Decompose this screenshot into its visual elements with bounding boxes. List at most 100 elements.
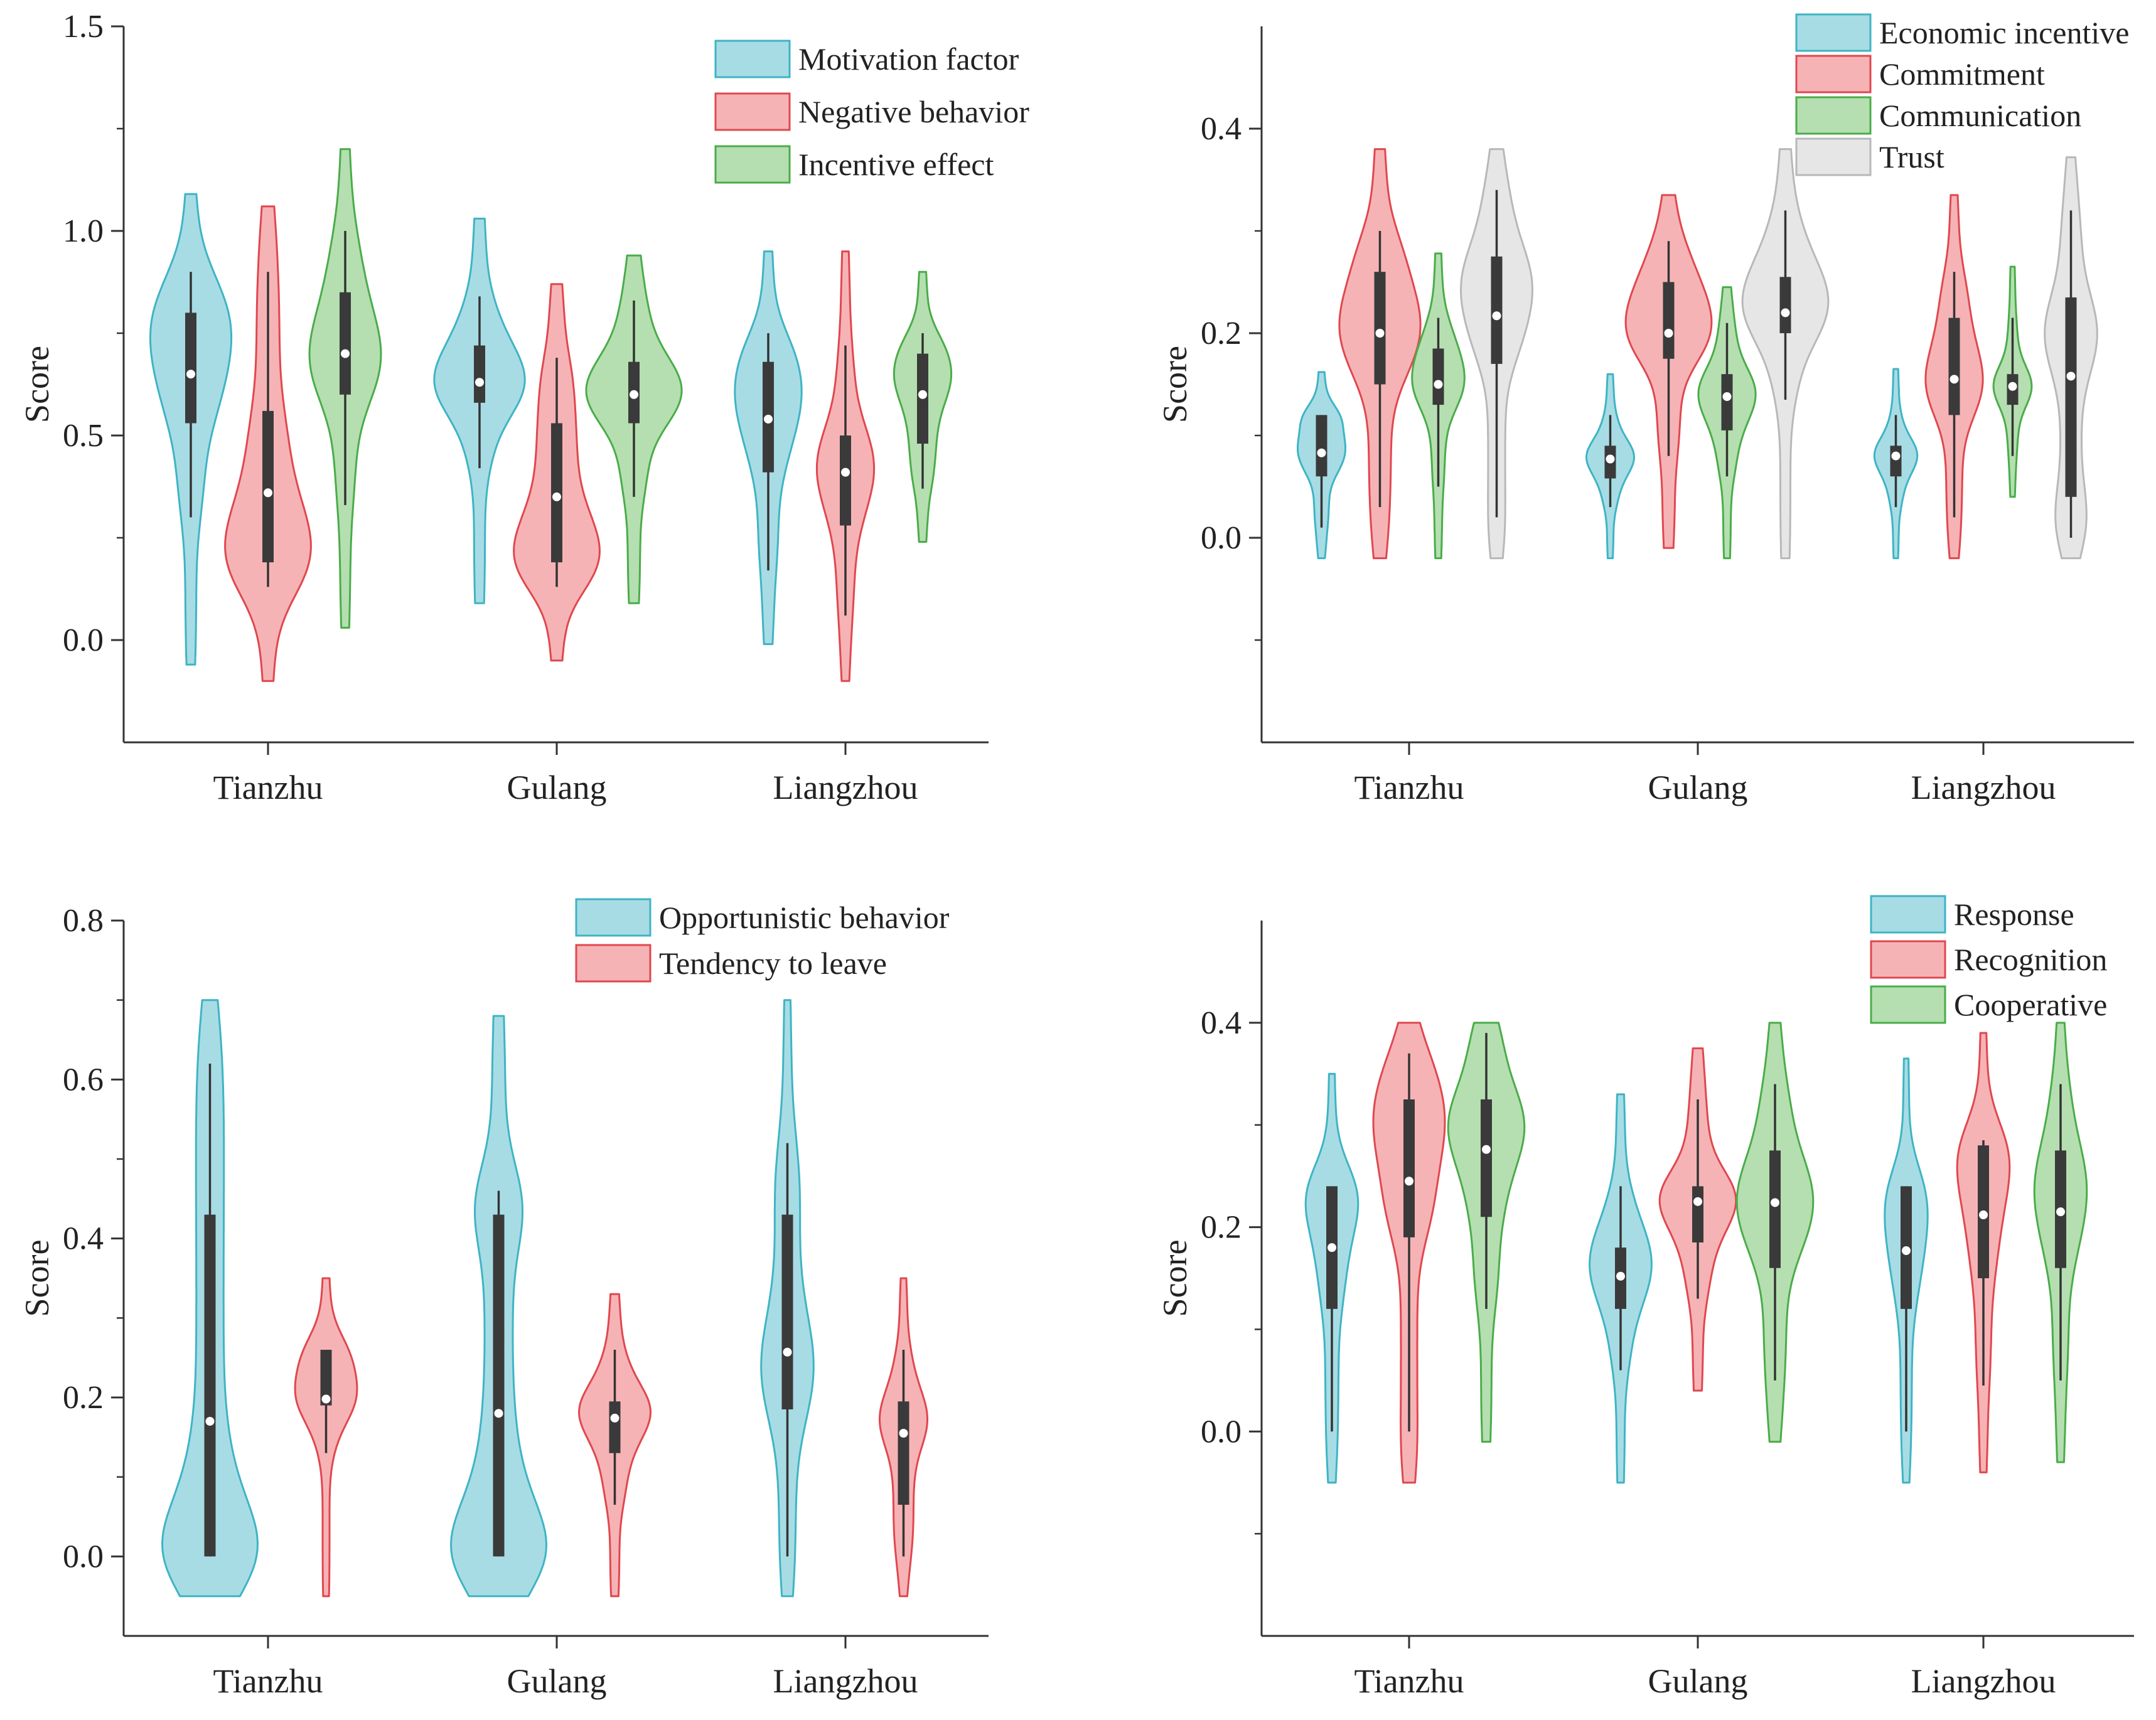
legend-swatch — [1795, 13, 1872, 52]
median-marker — [1722, 392, 1732, 402]
iqr-box — [1316, 415, 1327, 477]
y-axis-title: Score — [18, 346, 56, 423]
median-marker — [1606, 454, 1615, 464]
legend-label: Communication — [1879, 98, 2081, 133]
median-marker — [1492, 311, 1501, 321]
median-marker — [1317, 448, 1326, 457]
median-marker — [2008, 382, 2017, 391]
y-tick-label: 1.0 — [63, 213, 104, 249]
legend-label: Trust — [1879, 139, 1944, 174]
iqr-box — [781, 1214, 793, 1409]
legend-label: Motivation factor — [798, 41, 1019, 77]
legend-label: Negative behavior — [798, 94, 1029, 129]
legend-swatch — [1870, 895, 1946, 934]
x-category-label: Tianzhu — [1354, 1662, 1464, 1700]
median-marker — [475, 378, 484, 387]
median-marker — [841, 467, 850, 477]
legend-label: Incentive effect — [798, 147, 994, 182]
median-marker — [341, 349, 350, 358]
legend-swatch — [575, 944, 652, 983]
y-tick-label: 0.0 — [63, 1539, 104, 1574]
legend-label: Recognition — [1954, 942, 2107, 977]
iqr-box — [898, 1401, 909, 1505]
median-marker — [1771, 1198, 1779, 1207]
panel-top-left: 0.0 0.5 1.0 1.5 Score Tianzhu Gulang Liangzhou M… — [18, 9, 1029, 806]
median-marker — [1327, 1243, 1336, 1253]
y-tick-label: 0.2 — [63, 1380, 104, 1416]
legend-label: Response — [1954, 897, 2074, 932]
x-category-label: Gulang — [1648, 1662, 1748, 1700]
panel-bottom-left: 0.0 0.2 0.4 0.6 0.8 Score Tianzhu Gulang Liangzh… — [18, 898, 989, 1700]
legend-swatch — [714, 40, 791, 78]
y-tick-label: 0.8 — [63, 903, 104, 939]
y-tick-label: 0.0 — [63, 622, 104, 658]
legend-swatch — [1795, 55, 1872, 93]
iqr-box — [320, 1350, 332, 1406]
iqr-box — [2065, 297, 2077, 497]
median-marker — [2066, 371, 2076, 381]
y-tick-label: 0.2 — [1201, 1210, 1242, 1246]
median-marker — [1664, 329, 1673, 338]
median-marker — [321, 1394, 331, 1404]
legend-swatch — [1795, 96, 1872, 135]
median-marker — [1891, 451, 1901, 461]
median-marker — [918, 390, 927, 399]
legend: Motivation factor Negative behavior Incent… — [714, 40, 1029, 184]
y-axis-title: Score — [18, 1240, 56, 1317]
panel-bottom-right: 0.0 0.2 0.4 Score Tianzhu Gulang Liangzhou Resp… — [1156, 895, 2134, 1700]
median-marker — [1950, 375, 1959, 384]
median-marker — [186, 370, 195, 379]
legend-swatch — [1870, 985, 1946, 1024]
iqr-box — [609, 1401, 621, 1453]
median-marker — [2056, 1207, 2065, 1217]
median-marker — [264, 488, 272, 498]
iqr-box — [1890, 446, 1902, 477]
median-marker — [630, 390, 638, 399]
x-category-label: Liangzhou — [773, 769, 918, 806]
median-marker — [494, 1409, 503, 1418]
median-marker — [205, 1417, 215, 1426]
x-category-label: Liangzhou — [1911, 1662, 2056, 1700]
iqr-box — [1374, 272, 1386, 385]
median-marker — [1375, 329, 1385, 338]
median-marker — [1616, 1271, 1625, 1281]
x-category-label: Liangzhou — [1911, 769, 2056, 806]
y-tick-label: 0.2 — [1201, 316, 1242, 351]
median-marker — [552, 492, 561, 501]
legend-label: Opportunistic behavior — [659, 900, 950, 935]
legend-label: Cooperative — [1954, 987, 2107, 1022]
legend-swatch — [1870, 940, 1946, 979]
median-marker — [610, 1413, 619, 1423]
median-marker — [783, 1347, 792, 1357]
y-tick-label: 0.0 — [1201, 520, 1242, 556]
legend: Opportunistic behavior Tendency to leave — [575, 898, 950, 983]
y-tick-label: 0.0 — [1201, 1414, 1242, 1450]
legend-label: Economic incentive — [1879, 15, 2129, 50]
iqr-box — [1403, 1099, 1415, 1237]
iqr-box — [1769, 1150, 1781, 1268]
panel-top-right: 0.0 0.2 0.4 Score Tianzhu Gulang Liangzhou Econ… — [1156, 13, 2134, 806]
iqr-box — [1721, 374, 1733, 430]
legend: Response Recognition Cooperative — [1870, 895, 2107, 1024]
iqr-box — [340, 292, 351, 395]
iqr-box — [204, 1214, 216, 1557]
median-marker — [1693, 1197, 1702, 1206]
x-category-label: Gulang — [1648, 769, 1748, 806]
x-category-label: Tianzhu — [1354, 769, 1464, 806]
iqr-box — [1692, 1186, 1703, 1242]
median-marker — [1781, 308, 1790, 318]
iqr-box — [185, 312, 196, 424]
legend-swatch — [1795, 137, 1872, 176]
median-marker — [764, 414, 773, 424]
legend-swatch — [575, 898, 652, 937]
x-category-label: Tianzhu — [213, 1662, 323, 1700]
y-axis-title: Score — [1156, 1240, 1194, 1317]
y-tick-label: 0.4 — [1201, 1005, 1242, 1041]
iqr-box — [1948, 318, 1960, 415]
iqr-box — [1779, 277, 1791, 333]
x-category-label: Liangzhou — [773, 1662, 918, 1700]
iqr-box — [840, 435, 851, 526]
legend-swatch — [714, 92, 791, 131]
median-marker — [1902, 1246, 1911, 1256]
